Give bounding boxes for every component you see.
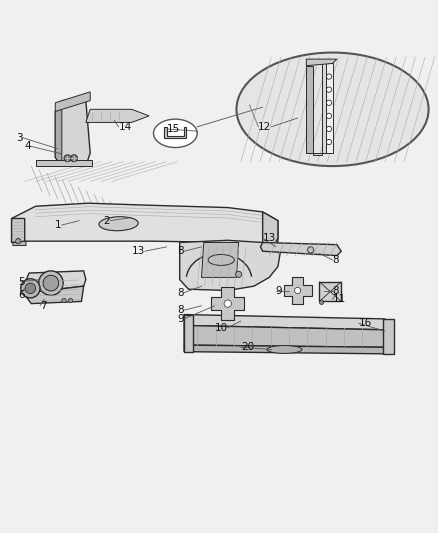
Circle shape — [39, 271, 63, 295]
Polygon shape — [319, 282, 341, 302]
Circle shape — [326, 100, 332, 106]
Ellipse shape — [208, 254, 234, 265]
Circle shape — [307, 247, 314, 253]
Circle shape — [21, 279, 40, 298]
Circle shape — [326, 140, 332, 144]
Circle shape — [71, 155, 78, 161]
Circle shape — [236, 271, 242, 277]
Polygon shape — [306, 66, 313, 153]
Polygon shape — [12, 219, 25, 243]
Text: 8: 8 — [332, 255, 339, 265]
Polygon shape — [184, 314, 193, 352]
Polygon shape — [12, 203, 278, 251]
Circle shape — [64, 155, 71, 161]
Text: 13: 13 — [131, 246, 145, 256]
Text: 14: 14 — [119, 122, 132, 132]
Text: 9: 9 — [276, 286, 283, 295]
Circle shape — [15, 239, 21, 244]
Ellipse shape — [267, 345, 302, 353]
Polygon shape — [326, 63, 332, 153]
Polygon shape — [211, 287, 244, 320]
Text: 8: 8 — [177, 305, 184, 315]
Polygon shape — [55, 92, 90, 111]
Circle shape — [68, 298, 73, 303]
Ellipse shape — [237, 53, 428, 166]
Polygon shape — [184, 326, 385, 348]
Polygon shape — [180, 240, 280, 290]
Text: 11: 11 — [332, 294, 346, 304]
Text: 8: 8 — [177, 288, 184, 298]
Text: 4: 4 — [25, 141, 31, 151]
Ellipse shape — [153, 119, 197, 148]
Polygon shape — [164, 127, 186, 138]
Polygon shape — [86, 109, 149, 123]
Ellipse shape — [99, 217, 138, 231]
Text: 12: 12 — [258, 122, 272, 132]
Polygon shape — [201, 243, 239, 277]
Polygon shape — [25, 286, 84, 304]
Circle shape — [326, 126, 332, 132]
Text: 1: 1 — [55, 220, 62, 230]
Circle shape — [326, 74, 332, 79]
Text: 7: 7 — [40, 301, 46, 311]
Text: 6: 6 — [18, 290, 25, 300]
Text: 16: 16 — [359, 318, 372, 328]
Polygon shape — [55, 101, 90, 166]
Polygon shape — [263, 212, 278, 246]
Circle shape — [224, 300, 231, 307]
Text: 13: 13 — [263, 233, 276, 243]
Polygon shape — [306, 59, 337, 66]
Circle shape — [43, 275, 59, 291]
Text: 2: 2 — [103, 216, 110, 225]
Circle shape — [62, 298, 66, 303]
Polygon shape — [261, 243, 341, 256]
Circle shape — [25, 283, 35, 294]
Polygon shape — [55, 101, 62, 166]
Polygon shape — [13, 241, 26, 246]
Polygon shape — [184, 345, 385, 354]
Circle shape — [326, 113, 332, 118]
Polygon shape — [25, 271, 86, 293]
Polygon shape — [184, 314, 385, 330]
Text: 3: 3 — [16, 133, 22, 143]
Polygon shape — [284, 277, 311, 304]
Circle shape — [326, 87, 332, 92]
Text: 15: 15 — [166, 124, 180, 134]
Text: 5: 5 — [18, 277, 25, 287]
Text: 8: 8 — [332, 286, 339, 295]
Polygon shape — [35, 159, 92, 166]
Text: 20: 20 — [241, 342, 254, 352]
Circle shape — [294, 287, 300, 294]
Text: 9: 9 — [177, 314, 184, 324]
Polygon shape — [313, 61, 326, 155]
Text: 10: 10 — [215, 322, 228, 333]
Polygon shape — [383, 319, 394, 354]
Text: 8: 8 — [177, 246, 184, 256]
Circle shape — [319, 300, 324, 304]
